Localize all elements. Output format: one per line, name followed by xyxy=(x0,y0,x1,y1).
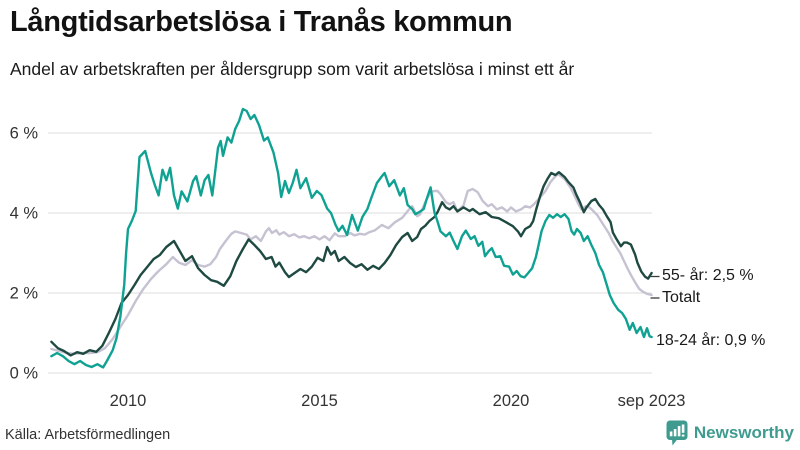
newsworthy-speech-bubble-bar-chart-icon xyxy=(666,420,688,446)
series-line-55-plus xyxy=(50,170,653,357)
series-end-label-18-24: 18-24 år: 0,9 % xyxy=(656,332,766,349)
page-subtitle: Andel av arbetskraften per åldersgrupp s… xyxy=(10,59,575,79)
y-tick-label-0: 0 % xyxy=(10,365,39,383)
series-line-18-24 xyxy=(50,107,653,369)
series-end-label-55-plus: 55- år: 2,5 % xyxy=(662,267,754,284)
newsworthy-wordmark: Newsworthy xyxy=(693,423,794,442)
page-title: Långtidsarbetslösa i Tranås kommun xyxy=(10,6,513,38)
x-tick-label-sep-2023: sep 2023 xyxy=(618,392,686,410)
x-tick-label-2015: 2015 xyxy=(301,392,338,410)
y-tick-label-2: 2 % xyxy=(10,285,39,303)
newsworthy-logo: Newsworthy xyxy=(666,420,794,446)
y-tick-label-4: 4 % xyxy=(10,205,39,223)
series-end-label-totalt: Totalt xyxy=(662,289,701,306)
y-tick-label-6: 6 % xyxy=(10,125,39,143)
x-tick-label-2020: 2020 xyxy=(493,392,530,410)
x-tick-label-2010: 2010 xyxy=(110,392,147,410)
source-note: Källa: Arbetsförmedlingen xyxy=(5,427,171,443)
